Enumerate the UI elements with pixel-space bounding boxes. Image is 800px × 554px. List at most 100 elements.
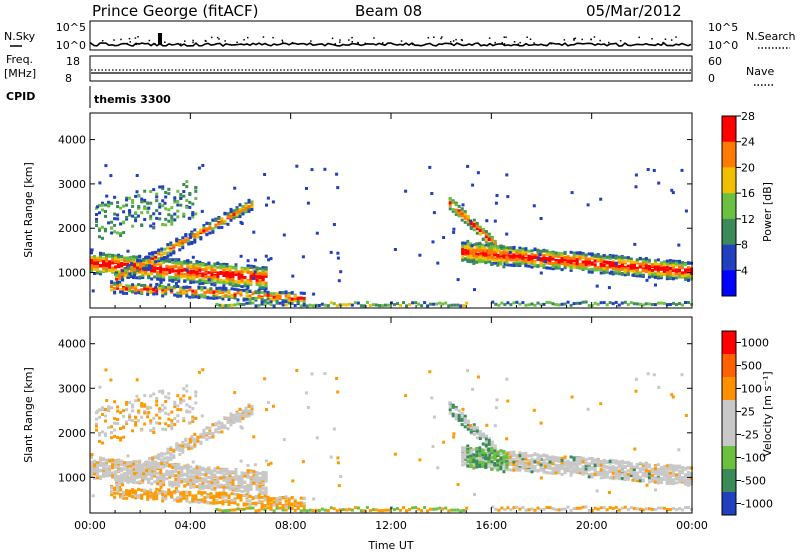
- power-cell: [647, 258, 651, 262]
- velocity-cell: [170, 421, 174, 425]
- velocity-cell: [250, 409, 254, 413]
- velocity-cell: [216, 476, 220, 480]
- power-cell: [229, 218, 233, 222]
- power-cell: [117, 258, 121, 262]
- power-cell: [671, 259, 675, 263]
- power-cell: [183, 279, 187, 283]
- power-cell: [248, 301, 252, 305]
- power-cell: [599, 301, 603, 305]
- velocity-cell: [111, 463, 115, 467]
- velocity-cell: [183, 465, 187, 469]
- power-cell: [152, 222, 156, 226]
- power-cell: [247, 200, 251, 204]
- velocity-cell: [176, 499, 180, 503]
- velocity-cell: [239, 495, 243, 499]
- power-cell: [502, 254, 506, 258]
- power-cell: [512, 262, 516, 266]
- station-title: Prince George (fitACF): [92, 2, 258, 20]
- power-cell: [128, 209, 132, 213]
- power-cell: [371, 303, 375, 307]
- velocity-cell: [260, 507, 264, 511]
- velocity-cell: [231, 470, 235, 474]
- velocity-cell: [114, 472, 118, 475]
- velocity-cell: [217, 427, 221, 430]
- power-cell: [204, 275, 208, 278]
- power-cell: [230, 293, 234, 297]
- velocity-cell: [93, 463, 96, 467]
- power-cell: [168, 268, 172, 272]
- power-cell: [524, 258, 528, 262]
- colorbar-swatch: [722, 141, 736, 168]
- power-colorbar-label: Power [dB]: [761, 182, 774, 242]
- power-cell: [247, 205, 251, 208]
- power-cell: [396, 302, 399, 306]
- velocity-cell: [180, 477, 184, 481]
- power-cell: [171, 266, 175, 270]
- power-cell: [145, 255, 149, 259]
- power-cell: [551, 257, 555, 261]
- power-cell: [593, 263, 597, 267]
- velocity-cell: [264, 475, 268, 479]
- power-cell: [90, 266, 93, 270]
- velocity-cell: [119, 427, 123, 430]
- power-cell: [471, 183, 475, 187]
- velocity-cell: [168, 473, 172, 477]
- colorbar-tick-label: 16: [741, 187, 755, 200]
- power-cell: [137, 194, 141, 197]
- power-cell: [337, 279, 341, 283]
- power-cell: [90, 264, 93, 268]
- power-cell: [193, 233, 197, 237]
- power-cell: [490, 245, 494, 249]
- power-cell: [656, 301, 660, 305]
- power-cell: [539, 258, 543, 262]
- power-cell: [463, 214, 467, 218]
- power-cell: [472, 221, 476, 225]
- power-cell: [167, 283, 171, 287]
- power-cell: [509, 247, 513, 251]
- power-cell: [167, 187, 171, 191]
- power-cell: [170, 222, 174, 226]
- nsearch-point: [503, 43, 506, 45]
- velocity-cell: [138, 480, 142, 484]
- velocity-cell: [223, 424, 227, 428]
- velocity-cell: [180, 480, 184, 484]
- power-cell: [123, 256, 127, 260]
- velocity-cell: [240, 475, 244, 479]
- velocity-cell: [108, 470, 112, 474]
- power-cell: [490, 251, 494, 255]
- velocity-cell: [185, 389, 189, 393]
- power-cell: [503, 303, 507, 307]
- power-cell: [647, 260, 651, 264]
- velocity-cell: [225, 469, 229, 473]
- power-cell: [539, 271, 543, 275]
- power-cell: [295, 164, 299, 168]
- velocity-cell: [177, 484, 181, 488]
- power-cell: [611, 256, 615, 260]
- power-cell: [148, 252, 152, 256]
- velocity-cell: [198, 478, 202, 482]
- power-cell: [107, 200, 111, 204]
- velocity-cell: [113, 495, 117, 499]
- power-cell: [238, 215, 242, 219]
- nsearch-point: [574, 37, 577, 40]
- velocity-cell: [226, 416, 230, 420]
- power-cell: [110, 231, 114, 235]
- power-cell: [641, 268, 645, 272]
- power-cell: [222, 281, 226, 284]
- velocity-cell: [164, 422, 168, 426]
- power-cell: [198, 280, 202, 284]
- velocity-cell: [142, 463, 146, 467]
- velocity-cell: [212, 501, 216, 505]
- velocity-cell: [264, 472, 268, 476]
- power-cell: [133, 267, 137, 271]
- velocity-cell: [284, 505, 288, 509]
- power-cell: [584, 262, 588, 266]
- power-cell: [215, 294, 219, 297]
- power-cell: [98, 227, 101, 231]
- power-cell: [257, 303, 261, 307]
- velocity-cell: [263, 508, 267, 512]
- power-cell: [258, 267, 262, 271]
- power-cell: [216, 280, 220, 284]
- freq-label: Freq.: [6, 53, 33, 66]
- velocity-cell: [128, 489, 132, 493]
